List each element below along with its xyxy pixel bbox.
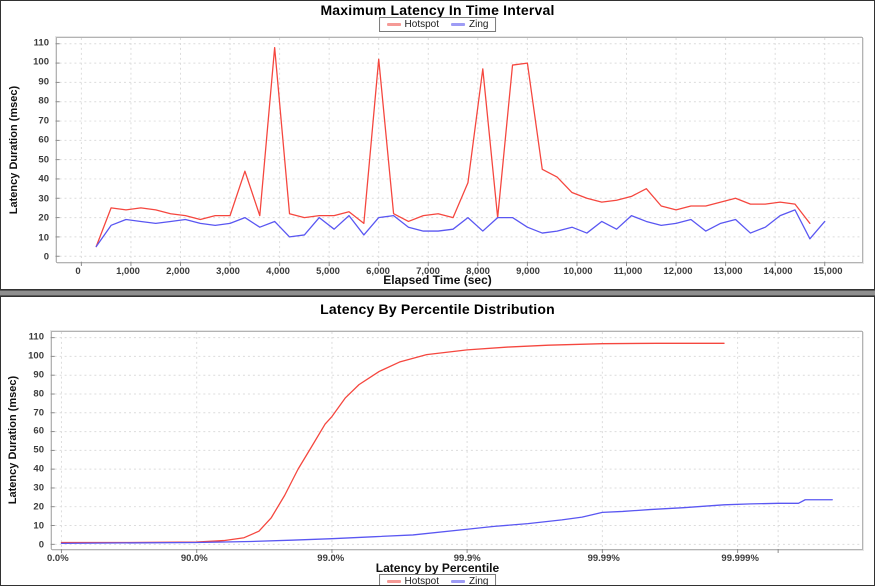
x-tick-label: 99.999%: [721, 553, 759, 564]
x-tick-label: 2,000: [166, 266, 190, 277]
plot-area: [50, 331, 863, 553]
y-tick-label: 90: [33, 369, 44, 381]
y-tick-label: 40: [33, 463, 44, 475]
x-tick-label: 15,000: [813, 266, 843, 277]
legend: Hotspot Zing: [378, 17, 497, 32]
legend-item-hotspot: Hotspot: [386, 576, 440, 586]
x-tick-label: 6,000: [366, 266, 390, 277]
x-tick-label: 12,000: [663, 266, 693, 277]
x-tick-label: 11,000: [613, 266, 643, 277]
y-tick-label: 80: [33, 388, 44, 400]
hotspot-line-swatch-icon: [386, 580, 401, 583]
y-tick-label: 30: [33, 482, 44, 494]
x-tick-label: 5,000: [316, 266, 340, 277]
y-tick-label: 100: [33, 56, 49, 68]
y-tick-label: 0: [38, 539, 44, 551]
y-tick-label: 10: [33, 520, 44, 532]
y-tick-label: 40: [38, 173, 49, 185]
y-tick-label: 70: [38, 115, 49, 127]
x-tick-label: 99.99%: [587, 553, 620, 564]
legend: Hotspot Zing: [378, 574, 497, 586]
chart-title: Maximum Latency In Time Interval: [320, 2, 555, 18]
legend-label: Hotspot: [404, 19, 440, 30]
legend-item-hotspot: Hotspot: [386, 19, 440, 30]
series-line-hotspot: [95, 46, 811, 248]
x-tick-label: 99.0%: [317, 553, 345, 564]
y-tick-label: 100: [28, 350, 44, 362]
x-tick-label: 3,000: [216, 266, 240, 277]
y-tick-label: 60: [33, 425, 44, 437]
series-line-zing: [95, 209, 826, 248]
x-tick-label: 1,000: [116, 266, 140, 277]
x-axis-title: Latency by Percentile: [375, 561, 500, 575]
y-tick-label: 50: [38, 154, 49, 166]
y-tick-label: 110: [28, 331, 44, 343]
percentile-chart-panel: Latency By Percentile Distribution Laten…: [0, 296, 875, 586]
y-tick-label: 30: [38, 193, 49, 205]
x-tick-label: 8,000: [466, 266, 490, 277]
y-tick-labels: 0 10 20 30 40 50 60 70 80 90 100 110: [9, 331, 51, 551]
x-tick-label: 10,000: [563, 266, 593, 277]
series-line-zing: [60, 499, 833, 544]
legend-label: Zing: [469, 576, 489, 586]
x-tick-label: 14,000: [763, 266, 793, 277]
y-tick-label: 0: [43, 251, 49, 263]
plot-area: [55, 37, 863, 266]
y-tick-label: 10: [38, 232, 49, 244]
y-tick-label: 50: [33, 444, 44, 456]
legend-label: Zing: [469, 19, 489, 30]
x-tick-label: 99.9%: [453, 553, 481, 564]
x-tick-label: 0: [75, 266, 81, 277]
chart-title: Latency By Percentile Distribution: [320, 301, 555, 317]
x-tick-label: 90.0%: [180, 553, 208, 564]
x-axis-title: Elapsed Time (sec): [383, 273, 492, 287]
series-line-hotspot: [60, 342, 725, 544]
zing-line-swatch-icon: [451, 23, 466, 26]
split-divider[interactable]: [0, 290, 875, 296]
y-tick-label: 80: [38, 95, 49, 107]
interval-plot: 0 1,000 2,000 3,000 4,000 5,000 6,000 7,000 8,00…: [33, 37, 863, 277]
zing-line-swatch-icon: [451, 580, 466, 583]
legend-item-zing: Zing: [451, 576, 489, 586]
y-tick-label: 70: [33, 407, 44, 419]
x-tick-label: 4,000: [266, 266, 290, 277]
y-tick-label: 20: [38, 212, 49, 224]
legend-item-zing: Zing: [451, 19, 488, 30]
x-tick-label: 9,000: [516, 266, 540, 277]
interval-chart-panel: Maximum Latency In Time Interval Hotspot…: [0, 0, 875, 290]
y-tick-label: 20: [33, 501, 44, 513]
x-tick-label: 13,000: [713, 266, 743, 277]
y-tick-label: 110: [33, 37, 49, 49]
x-tick-label: 7,000: [416, 266, 440, 277]
x-tick-labels: 0 1,000 2,000 3,000 4,000 5,000 6,000 7,000 8,00…: [56, 266, 863, 278]
legend-label: Hotspot: [404, 576, 440, 586]
y-tick-label: 60: [38, 134, 49, 146]
x-tick-label: 0.0%: [46, 553, 69, 564]
y-tick-labels: 0 10 20 30 40 50 60 70 80 90 100 110: [14, 37, 56, 263]
percentile-plot: 0.0% 90.0% 99.0% 99.9% 99.99% 99.999% 0 10 20 30…: [28, 331, 863, 564]
x-tick-labels: 0.0% 90.0% 99.0% 99.9% 99.99% 99.999%: [47, 553, 863, 565]
y-tick-label: 90: [38, 76, 49, 88]
hotspot-line-swatch-icon: [386, 23, 401, 26]
